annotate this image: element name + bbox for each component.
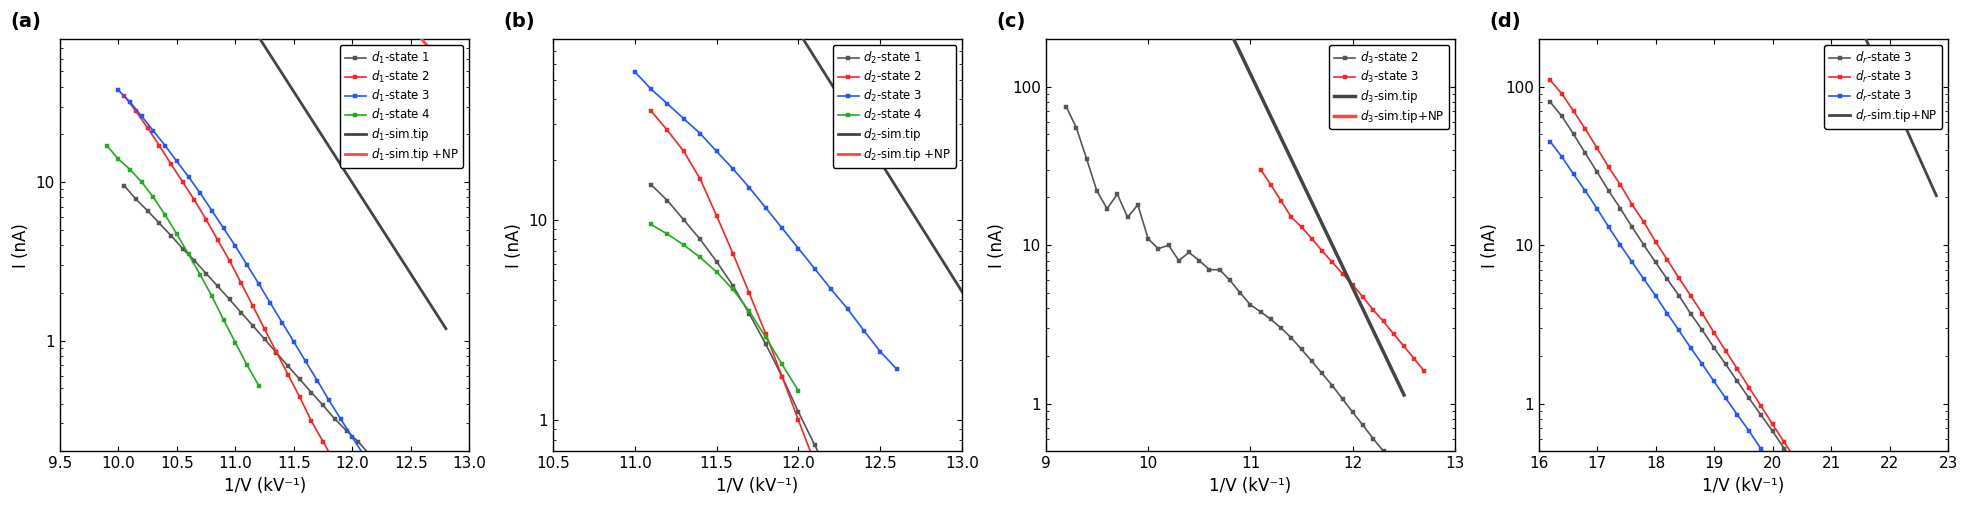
Text: (b): (b)	[504, 12, 536, 31]
Y-axis label: I (nA): I (nA)	[989, 223, 1007, 268]
Legend: $d_2$-state 1, $d_2$-state 2, $d_2$-state 3, $d_2$-state 4, $d_2$-sim.tip, $d_2$: $d_2$-state 1, $d_2$-state 2, $d_2$-stat…	[833, 45, 955, 167]
X-axis label: 1/V (kV⁻¹): 1/V (kV⁻¹)	[717, 477, 798, 495]
Legend: $d_r$-state 3, $d_r$-state 3 , $d_r$-state 3  , $d_r$-sim.tip+NP: $d_r$-state 3, $d_r$-state 3 , $d_r$-sta…	[1824, 45, 1942, 129]
X-axis label: 1/V (kV⁻¹): 1/V (kV⁻¹)	[1210, 477, 1292, 495]
Y-axis label: I (nA): I (nA)	[504, 223, 524, 268]
Y-axis label: I (nA): I (nA)	[12, 223, 30, 268]
Text: (a): (a)	[10, 12, 41, 31]
Legend: $d_3$-state 2, $d_3$-state 3, $d_3$-sim.tip, $d_3$-sim.tip+NP: $d_3$-state 2, $d_3$-state 3, $d_3$-sim.…	[1330, 45, 1450, 129]
Legend: $d_1$-state 1, $d_1$-state 2, $d_1$-state 3, $d_1$-state 4, $d_1$-sim.tip, $d_1$: $d_1$-state 1, $d_1$-state 2, $d_1$-stat…	[341, 45, 463, 167]
Y-axis label: I (nA): I (nA)	[1481, 223, 1499, 268]
Text: (c): (c)	[997, 12, 1026, 31]
Text: (d): (d)	[1489, 12, 1521, 31]
X-axis label: 1/V (kV⁻¹): 1/V (kV⁻¹)	[1702, 477, 1785, 495]
X-axis label: 1/V (kV⁻¹): 1/V (kV⁻¹)	[223, 477, 305, 495]
